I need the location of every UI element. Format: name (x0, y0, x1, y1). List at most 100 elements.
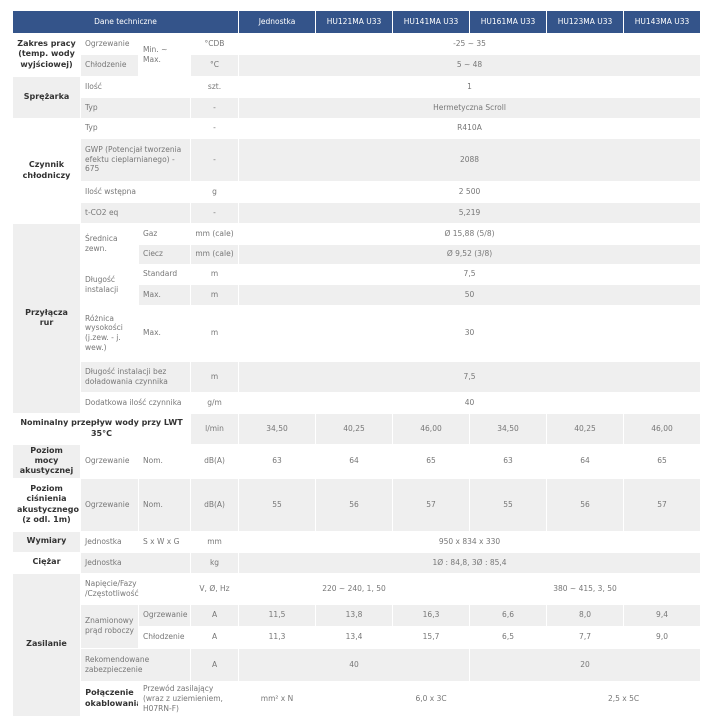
value-cell: 50 (238, 283, 702, 306)
value-cell: 34,50 (469, 412, 548, 445)
section-label: Poziom mocy akustycznej (12, 443, 81, 479)
parameter-label: Chłodzenie (80, 53, 139, 77)
header-cell: Jednostka (238, 10, 317, 34)
value-cell: 380 ~ 415, 3, 50 (469, 572, 702, 605)
value-cell: 8,0 (546, 603, 625, 627)
table-row: t-CO2 eq -5,219 (13, 201, 702, 224)
value-cell: 56 (315, 477, 394, 532)
section-label: Czynnik chłodniczy (12, 117, 81, 224)
table-row: Nominalny przepływ wody przy LWT 35°C l/m… (12, 412, 702, 445)
table-row: Poziom ciśnienia akustycznego (z odl. 1m… (12, 477, 702, 532)
unit-cell: mm (cale) (189, 243, 240, 265)
section-label: Poziom ciśnienia akustycznego (z odl. 1m… (12, 477, 81, 532)
value-cell: 55 (238, 477, 317, 532)
table-row: Ilość wstępna g 2 500 (13, 180, 702, 203)
sub-parameter-label: Min. ~ Max. (138, 32, 191, 77)
table-row: Czynnik chłodniczy Typ - R410A (12, 117, 702, 224)
table-row: Chłodzenie °C 5 ~ 48 (13, 53, 702, 77)
header-cell: HU141MA U33 (392, 10, 471, 34)
unit-cell: dB(A) (189, 443, 240, 479)
unit-cell: A (189, 603, 240, 627)
value-cell: 9,0 (623, 625, 702, 649)
table-row: Dodatkowa ilość czynnika g/m 40 (13, 391, 702, 414)
unit-cell: l/min (189, 412, 240, 445)
value-cell: 30 (238, 304, 702, 362)
parameter-label: t-CO2 eq (80, 201, 191, 224)
spec-table: Dane techniczne Jednostka HU121MA U33 HU141… (11, 10, 702, 717)
table-row: Rekomendowane zabezpieczenie A 40 20 (13, 647, 702, 682)
unit-cell: - (189, 117, 240, 139)
section-label: Przyłącza rur (12, 222, 81, 414)
section-label: Sprężarka (12, 75, 81, 119)
unit-cell: A (189, 647, 240, 682)
value-cell: 65 (392, 443, 471, 479)
table-row: Zakres pracy (temp. wody wyjściowej) Ogrz… (12, 32, 702, 77)
table-row: Typ - Hermetyczna Scroll (13, 96, 702, 119)
parameter-label: Średnica zewn. (80, 222, 139, 265)
sub-parameter-label: Gaz (138, 222, 191, 245)
parameter-label: Jednostka (80, 530, 139, 553)
sub-parameter-label: Chłodzenie (138, 625, 191, 649)
value-cell: 11,3 (238, 625, 317, 649)
sub-parameter-label: Max. (138, 304, 191, 362)
table-row: Różnica wysokości (j.zew. - j. wew.) Max.… (13, 304, 702, 362)
value-cell: -25 ~ 35 (238, 32, 702, 55)
unit-cell: °CDB (189, 32, 240, 55)
value-cell: 6,0 x 3C (315, 680, 548, 717)
value-cell: Ø 9,52 (3/8) (238, 243, 702, 265)
table-row: Przyłącza rur Średnica zewn. Gaz mm (cale) Ø… (12, 222, 702, 414)
header-cell: HU161MA U33 (469, 10, 548, 34)
section-label: Wymiary (12, 530, 81, 553)
value-cell: 40,25 (315, 412, 394, 445)
value-cell: 15,7 (392, 625, 471, 649)
table-row: Połączenie okablowania Przewód zasilający… (13, 680, 702, 717)
unit-cell: - (189, 201, 240, 224)
value-cell: 55 (469, 477, 548, 532)
value-cell: 63 (469, 443, 548, 479)
parameter-label: Dodatkowa ilość czynnika (80, 391, 191, 414)
unit-cell: dB(A) (189, 477, 240, 532)
sub-parameter-label: Ciecz (138, 243, 191, 265)
value-cell: 5 ~ 48 (238, 53, 702, 77)
value-cell: 65 (623, 443, 702, 479)
section-label: Połączenie okablowania (80, 680, 139, 717)
parameter-label: Napięcie/Fazy /Częstotliwość (80, 572, 191, 605)
value-cell: 5,219 (238, 201, 702, 224)
unit-cell: mm (cale) (189, 222, 240, 245)
parameter-label: Jednostka (80, 551, 191, 574)
section-label: Nominalny przepływ wody przy LWT 35°C (12, 412, 191, 445)
value-cell: R410A (238, 117, 702, 139)
value-cell: 1Ø : 84,8, 3Ø : 85,4 (238, 551, 702, 574)
table-body: Zakres pracy (temp. wody wyjściowej) Ogrz… (12, 32, 702, 717)
value-cell: 57 (623, 477, 702, 532)
value-cell: 63 (238, 443, 317, 479)
table-row: Max. m 50 (13, 283, 702, 306)
unit-cell: g/m (189, 391, 240, 414)
value-cell: 7,5 (238, 360, 702, 393)
parameter-label: Ogrzewanie (80, 32, 139, 55)
value-cell: 6,5 (469, 625, 548, 649)
value-cell: 7,7 (546, 625, 625, 649)
value-cell: 64 (315, 443, 394, 479)
unit-cell: g (189, 180, 240, 203)
header-cell: Dane techniczne (11, 10, 240, 34)
unit-cell: m (189, 360, 240, 393)
value-cell: 40 (238, 647, 471, 682)
unit-cell: A (189, 625, 240, 649)
section-label: Zakres pracy (temp. wody wyjściowej) (12, 32, 81, 77)
sub-parameter-label: S x W x G (138, 530, 191, 553)
value-cell: 64 (546, 443, 625, 479)
value-cell: 57 (392, 477, 471, 532)
unit-cell: - (189, 96, 240, 119)
sub-parameter-label: Max. (138, 283, 191, 306)
table-row: Zasilanie Napięcie/Fazy /Częstotliwość V, … (12, 572, 702, 717)
sub-parameter-label: Ogrzewanie (138, 603, 191, 627)
value-cell: 34,50 (238, 412, 317, 445)
table-row: Znamionowy prąd roboczy Ogrzewanie A 11,5 13… (13, 603, 702, 649)
section-label: Ciężar (12, 551, 81, 574)
value-cell: 2,5 x 5C (546, 680, 702, 717)
header-cell: HU123MA U33 (546, 10, 625, 34)
table-row: Sprężarka Ilość szt. 1 (12, 75, 702, 119)
parameter-label: GWP (Potencjał tworzenia efektu cieplarn… (80, 137, 191, 182)
